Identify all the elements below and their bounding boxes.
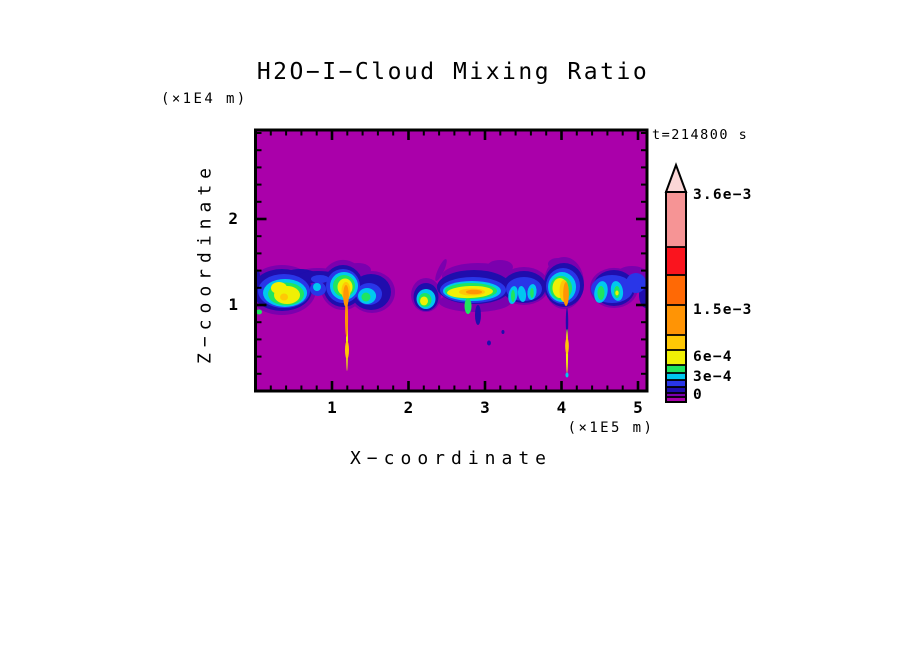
z-axis-unit: (×1E4 m) (161, 91, 248, 107)
colorbar-level-label: 0 (693, 387, 703, 403)
colorbar-level-label: 3e−4 (693, 369, 733, 385)
x-tick-label: 5 (633, 398, 643, 417)
colorbar-level-label: 1.5e−3 (693, 302, 753, 318)
z-axis-title: Z−coordinate (194, 161, 216, 365)
x-tick-label: 4 (556, 398, 567, 417)
x-tick-label: 2 (403, 398, 414, 417)
contour-field (255, 130, 647, 391)
z-tick-label: 1 (228, 295, 238, 314)
colorbar (664, 162, 688, 403)
x-axis-title: X−coordinate (349, 448, 553, 469)
x-axis-unit: (×1E5 m) (567, 420, 655, 436)
time-label: t=214800 s (652, 127, 749, 143)
z-tick-label: 2 (228, 209, 238, 228)
colorbar-level-label: 3.6e−3 (693, 187, 753, 203)
chart-title: H2O−I−Cloud Mixing Ratio (256, 59, 650, 85)
axes-frame (254, 128, 649, 393)
x-tick-label: 3 (480, 398, 490, 417)
colorbar-level-label: 6e−4 (693, 349, 733, 365)
x-tick-label: 1 (327, 398, 337, 417)
